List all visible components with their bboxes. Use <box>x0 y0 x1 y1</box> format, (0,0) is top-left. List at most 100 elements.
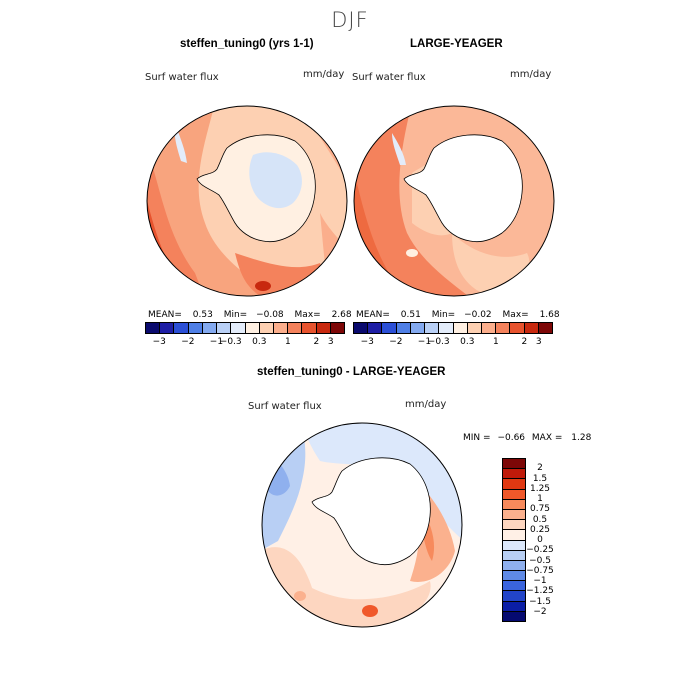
panel-1-colorbar-tick-label: −1 <box>209 337 224 347</box>
panel-2-colorbar-swatch <box>425 323 440 333</box>
panel-1-colorbar-tick-label: −0.3 <box>219 337 242 347</box>
panel-1-mean-label: MEAN= <box>148 310 182 320</box>
panel-2-colorbar-swatch <box>524 323 539 333</box>
panel-1-colorbar-tick-label: −3 <box>152 337 166 347</box>
panel-1-min-label: Min= <box>223 310 248 320</box>
panel-2-max-value: 1.68 <box>539 310 560 320</box>
panel-1-colorbar-swatch <box>259 323 274 333</box>
diff-colorbar-swatch <box>503 560 525 572</box>
panel-2-colorbar-tick-label: −1 <box>417 337 432 347</box>
panel-1-colorbar-ticks: −3 −2 −1 −0.3 0.3 1 2 3 <box>145 337 345 349</box>
diff-colorbar-label: −1.25 <box>526 586 554 597</box>
panel-2-mean-value: 0.51 <box>400 310 421 320</box>
diff-min-value: −0.66 <box>497 433 526 443</box>
panel-2-units: mm/day <box>510 69 552 80</box>
panel-2-min-label: Min= <box>431 310 456 320</box>
diff-colorbar-swatch <box>503 479 525 490</box>
panel-1-max-value: 2.68 <box>331 310 352 320</box>
diff-colorbar-swatch <box>503 581 525 592</box>
diff-colorbar-label: −0.5 <box>529 555 551 566</box>
panel-1-colorbar-tick-label: −2 <box>181 337 195 347</box>
panel-2-colorbar-swatch <box>354 323 369 333</box>
diff-colorbar-swatch <box>503 591 525 602</box>
panel-2-map <box>353 105 555 297</box>
panel-1-colorbar-swatch <box>273 323 289 333</box>
diff-colorbar-label: 0.75 <box>529 504 551 515</box>
panel-1-colorbar-swatch <box>160 323 175 333</box>
panel-2-colorbar-tick-label: −0.3 <box>427 337 450 347</box>
diff-max-label: MAX = <box>531 433 563 443</box>
diff-colorbar-label: 0.5 <box>532 514 548 525</box>
diff-max-value: 1.28 <box>571 433 592 443</box>
panel-2-colorbar-swatch <box>510 323 525 333</box>
panel-2-colorbar-swatch <box>496 323 511 333</box>
panel-1-colorbar-swatch <box>316 323 331 333</box>
panel-2-colorbar-ticks: −3 −2 −1 −0.3 0.3 1 2 3 <box>353 337 553 349</box>
diff-colorbar-swatch <box>503 601 525 612</box>
panel-1-colorbar-swatch <box>288 323 303 333</box>
diff-colorbar-label: −0.75 <box>526 565 554 576</box>
panel-2-max-label: Max= <box>502 310 529 320</box>
diff-colorbar-label: 2 <box>537 463 543 474</box>
panel-1-colorbar-tick-label: 1 <box>284 337 291 347</box>
panel-2-colorbar-tick-label: 2 <box>521 337 528 347</box>
diff-panel-units: mm/day <box>405 399 447 410</box>
panel-1-stats: MEAN= 0.53 Min= −0.08 Max= 2.68 <box>148 310 352 320</box>
diff-colorbar-label: 1.5 <box>532 473 548 484</box>
panel-1-colorbar-swatch <box>202 323 218 333</box>
panel-1-variable: Surf water flux <box>145 72 219 83</box>
diff-panel-map <box>261 422 463 628</box>
panel-2-colorbar-tick-label: 0.3 <box>460 337 475 347</box>
panel-1-colorbar-tick-label: 0.3 <box>252 337 267 347</box>
panel-2-min-value: −0.02 <box>464 310 492 320</box>
panel-2-colorbar-swatch <box>382 323 397 333</box>
diff-colorbar-label: 0.25 <box>529 524 551 535</box>
diff-colorbar-label: −1 <box>533 576 547 586</box>
panel-1-max-label: Max= <box>294 310 321 320</box>
diff-colorbar-swatch <box>503 540 525 551</box>
panel-2-title: LARGE-YEAGER <box>410 38 503 50</box>
panel-1-min-value: −0.08 <box>256 310 284 320</box>
panel-2-colorbar-swatch <box>410 323 426 333</box>
diff-colorbar-swatch <box>503 611 525 621</box>
panel-2-variable: Surf water flux <box>352 72 426 83</box>
panel-2-colorbar-swatch <box>538 323 553 333</box>
diff-colorbar-swatch <box>503 469 525 480</box>
panel-2-colorbar-swatch <box>453 323 468 333</box>
panel-2-stats: MEAN= 0.51 Min= −0.02 Max= 1.68 <box>356 310 560 320</box>
panel-1-mean-value: 0.53 <box>192 310 213 320</box>
panel-1-colorbar-swatch <box>174 323 189 333</box>
panel-1-colorbar-swatch <box>302 323 317 333</box>
panel-1-colorbar-swatch <box>146 323 161 333</box>
panel-1-colorbar-swatch <box>217 323 232 333</box>
panel-2-colorbar-swatch <box>481 323 497 333</box>
diff-panel-title: steffen_tuning0 - LARGE-YEAGER <box>257 366 446 378</box>
panel-1-colorbar-swatch <box>245 323 260 333</box>
panel-1-title: steffen_tuning0 (yrs 1-1) <box>180 38 314 50</box>
diff-colorbar-swatch <box>503 489 525 500</box>
panel-1-colorbar <box>145 322 345 334</box>
diff-colorbar-swatch <box>503 499 525 510</box>
panel-2-colorbar-swatch <box>467 323 482 333</box>
diff-colorbar-swatch <box>503 520 525 531</box>
season-title: DJF <box>331 8 369 32</box>
panel-2-colorbar-tick-label: 3 <box>535 337 542 347</box>
diff-colorbar-label: 1 <box>537 494 543 504</box>
panel-1-colorbar-swatch <box>188 323 203 333</box>
diff-colorbar-swatch <box>503 530 525 541</box>
panel-2-colorbar-tick-label: −2 <box>389 337 403 347</box>
diff-colorbar-label: −0.25 <box>526 545 554 556</box>
diff-colorbar-label: 1.25 <box>529 483 551 494</box>
diff-panel-stats: MIN = −0.66 MAX = 1.28 <box>463 433 591 443</box>
panel-1-map <box>146 105 348 297</box>
diff-colorbar-label: −1.5 <box>529 596 551 607</box>
diff-colorbar <box>502 458 526 622</box>
panel-1-colorbar-tick-label: 2 <box>313 337 320 347</box>
panel-1-colorbar-swatch <box>231 323 246 333</box>
panel-2-mean-label: MEAN= <box>356 310 390 320</box>
diff-panel-variable: Surf water flux <box>248 401 322 412</box>
panel-2-colorbar <box>353 322 553 334</box>
panel-2-colorbar-swatch <box>396 323 411 333</box>
diff-colorbar-label: 0 <box>537 535 543 545</box>
panel-2-colorbar-swatch <box>439 323 454 333</box>
